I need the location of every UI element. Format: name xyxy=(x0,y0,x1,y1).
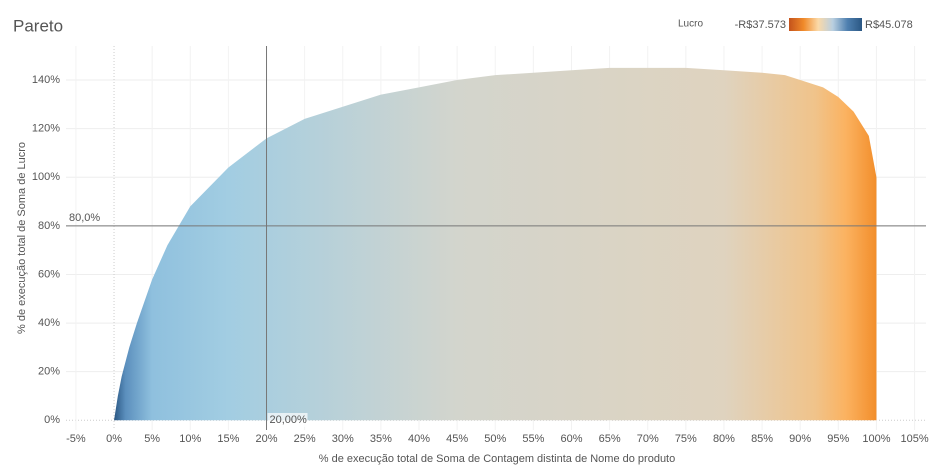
x-tick-label: 60% xyxy=(560,433,582,445)
y-tick-label: 40% xyxy=(38,317,60,329)
x-tick-label: 35% xyxy=(370,433,392,445)
x-tick-label: 15% xyxy=(217,433,239,445)
legend-ramp xyxy=(789,18,862,31)
y-tick-label: 0% xyxy=(44,414,60,426)
x-tick-label: 70% xyxy=(637,433,659,445)
x-tick-label: 50% xyxy=(484,433,506,445)
x-axis-title: % de execução total de Soma de Contagem … xyxy=(319,453,676,465)
legend-title: Lucro xyxy=(678,19,703,30)
x-tick-label: 75% xyxy=(675,433,697,445)
reference-label: 80,0% xyxy=(69,212,100,224)
legend-min: -R$37.573 xyxy=(735,19,786,31)
x-tick-label: 25% xyxy=(294,433,316,445)
x-tick-label: 100% xyxy=(862,433,890,445)
reference-label: 20,00% xyxy=(270,414,308,426)
x-tick-label: 90% xyxy=(789,433,811,445)
y-tick-label: 80% xyxy=(38,220,60,232)
x-tick-label: 45% xyxy=(446,433,468,445)
x-tick-label: 10% xyxy=(179,433,201,445)
legend-max: R$45.078 xyxy=(865,19,913,31)
x-tick-label: 85% xyxy=(751,433,773,445)
y-axis-title: % de execução total de Soma de Lucro xyxy=(16,142,28,334)
x-tick-label: -5% xyxy=(66,433,86,445)
y-tick-label: 60% xyxy=(38,268,60,280)
x-tick-label: 40% xyxy=(408,433,430,445)
x-tick-label: 30% xyxy=(332,433,354,445)
x-tick-label: 5% xyxy=(144,433,160,445)
area xyxy=(114,67,877,421)
x-tick-label: 105% xyxy=(900,433,928,445)
y-tick-label: 20% xyxy=(38,366,60,378)
y-tick-label: 120% xyxy=(32,123,60,135)
x-tick-label: 65% xyxy=(599,433,621,445)
x-tick-label: 80% xyxy=(713,433,735,445)
reference-label-bg xyxy=(267,413,308,427)
x-tick-label: 0% xyxy=(106,433,122,445)
y-tick-label: 140% xyxy=(32,74,60,86)
chart-title: Pareto xyxy=(13,16,63,35)
x-tick-label: 95% xyxy=(827,433,849,445)
x-tick-label: 20% xyxy=(255,433,277,445)
x-tick-label: 55% xyxy=(522,433,544,445)
y-tick-label: 100% xyxy=(32,171,60,183)
